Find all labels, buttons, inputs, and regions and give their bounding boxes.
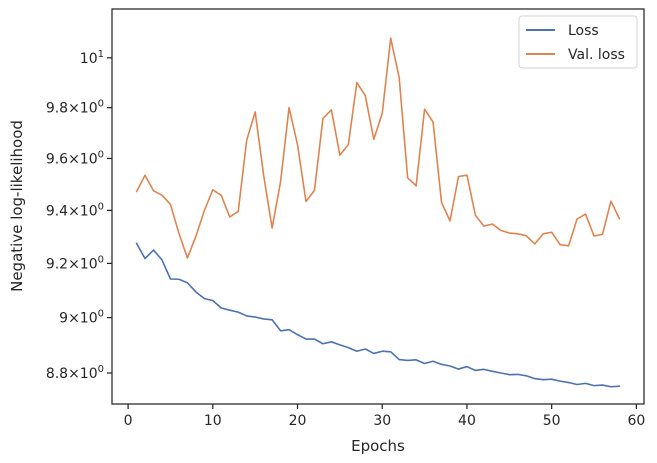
legend-label-loss: Loss [568, 23, 599, 39]
x-axis-title: Epochs [351, 437, 405, 455]
y-tick-label: 9.6×100 [46, 149, 104, 167]
y-tick-label: 9×100 [59, 309, 104, 327]
series-line-val-loss [135, 37, 621, 259]
y-tick-label: 101 [80, 49, 104, 67]
x-tick-label: 50 [543, 413, 561, 429]
x-axis: 0 10 20 30 40 50 60 [124, 404, 645, 429]
series-line-loss [135, 242, 621, 388]
x-tick-label: 40 [458, 413, 476, 429]
legend-label-val-loss: Val. loss [568, 47, 625, 63]
x-tick-label: 30 [373, 413, 391, 429]
y-axis-title: Negative log-likelihood [8, 120, 26, 292]
x-tick-label: 0 [124, 413, 133, 429]
plot-area [111, 8, 645, 405]
x-tick-label: 20 [289, 413, 307, 429]
plot-frame [111, 8, 645, 405]
series-layer [135, 37, 621, 388]
y-tick-label: 8.8×100 [46, 364, 104, 382]
y-axis: 8.8×100 9×100 9.2×100 9.4×100 9.6×100 9.8×100… [46, 49, 112, 382]
legend: Loss Val. loss [518, 15, 638, 69]
y-tick-label: 9.2×100 [46, 254, 104, 272]
y-tick-label: 9.4×100 [46, 201, 104, 219]
y-tick-label: 9.8×100 [46, 99, 104, 117]
x-tick-label: 10 [204, 413, 222, 429]
x-tick-label: 60 [627, 413, 645, 429]
